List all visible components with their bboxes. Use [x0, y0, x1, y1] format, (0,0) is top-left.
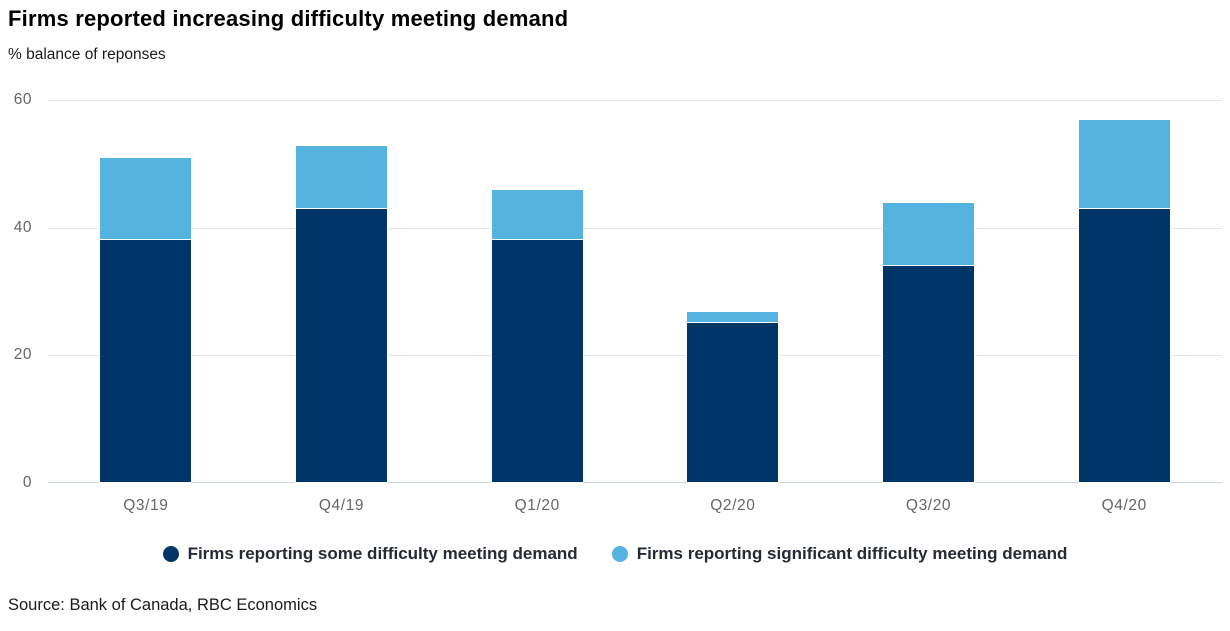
- segment-significant-difficulty-q3-20: [882, 202, 975, 266]
- segment-some-difficulty-q2-20: [686, 323, 780, 483]
- gridline-60: [48, 100, 1222, 101]
- bar-q4-19: [295, 144, 388, 483]
- bar-q3-19: [99, 157, 193, 483]
- x-tick-label-q2-20: Q2/20: [710, 497, 756, 514]
- bar-slot-q2-20: [635, 100, 831, 483]
- y-axis-labels: 0 20 40 60: [0, 91, 32, 491]
- bar-q3-20: [882, 202, 975, 483]
- bar-slot-q3-19: [48, 100, 244, 483]
- x-axis-line: [48, 482, 1222, 483]
- legend-item-some-difficulty[interactable]: Firms reporting some difficulty meeting …: [162, 544, 578, 564]
- bar-slot-q4-19: [244, 100, 440, 483]
- legend-marker-significant-difficulty: [611, 546, 628, 562]
- x-tick-label-q1-20: Q1/20: [514, 497, 560, 514]
- bar-slot-q1-20: [439, 100, 635, 483]
- segment-some-difficulty-q1-20: [490, 240, 584, 483]
- bar-q1-20: [490, 189, 584, 483]
- y-tick-label-40: 40: [13, 218, 32, 236]
- legend-label-some-difficulty: Firms reporting some difficulty meeting …: [187, 544, 578, 563]
- chart-subtitle: % balance of reponses: [8, 46, 166, 63]
- bar-slot-q4-20: [1026, 100, 1222, 483]
- bar-slot-q3-20: [831, 100, 1027, 483]
- segment-some-difficulty-q4-20: [1077, 208, 1171, 483]
- plot-area: [48, 100, 1222, 483]
- gridline-20: [48, 355, 1222, 357]
- segment-significant-difficulty-q4-20: [1077, 119, 1171, 209]
- legend-label-significant-difficulty: Firms reporting significant difficulty m…: [636, 544, 1068, 563]
- segment-some-difficulty-q3-19: [99, 240, 193, 483]
- x-tick-label-q3-19: Q3/19: [123, 497, 169, 514]
- legend: Firms reporting some difficulty meeting …: [0, 544, 1230, 564]
- segment-significant-difficulty-q2-20: [686, 310, 780, 324]
- gridline-40: [48, 227, 1222, 229]
- x-tick-label-q3-20: Q3/20: [905, 497, 952, 514]
- segment-some-difficulty-q4-19: [295, 208, 388, 483]
- segment-significant-difficulty-q1-20: [490, 189, 584, 241]
- segment-significant-difficulty-q4-19: [295, 144, 388, 209]
- x-tick-label-q4-20: Q4/20: [1101, 497, 1147, 514]
- segment-some-difficulty-q3-20: [882, 265, 975, 483]
- segment-significant-difficulty-q3-19: [99, 157, 193, 241]
- legend-item-significant-difficulty[interactable]: Firms reporting significant difficulty m…: [611, 544, 1068, 564]
- chart-title: Firms reported increasing difficulty mee…: [8, 6, 569, 31]
- legend-marker-some-difficulty: [162, 546, 179, 562]
- bar-q4-20: [1077, 119, 1171, 483]
- x-axis-labels: Q3/19 Q4/19 Q1/20 Q2/20 Q3/20 Q4/20: [48, 497, 1222, 515]
- bar-q2-20: [686, 310, 780, 483]
- source-note: Source: Bank of Canada, RBC Economics: [8, 596, 318, 614]
- x-tick-label-q4-19: Q4/19: [318, 497, 365, 514]
- y-tick-label-60: 60: [13, 91, 32, 108]
- y-tick-label-0: 0: [22, 474, 32, 491]
- y-tick-label-20: 20: [13, 346, 32, 364]
